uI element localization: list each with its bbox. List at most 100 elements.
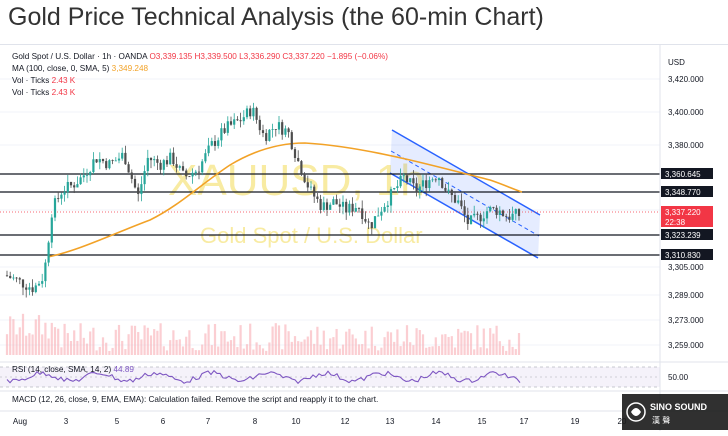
channel-mid-line[interactable] [390,150,540,237]
legend-ma-value: 3,349.248 [111,64,149,73]
volume-bar [217,346,220,355]
volume-bar [444,334,447,355]
volume-bar [252,349,255,355]
volume-bar [412,345,415,355]
volume-bar [156,330,159,355]
volume-bar [303,339,306,355]
volume-bar [453,347,457,355]
candle-body [178,166,181,168]
legend-symbol-row[interactable]: Gold Spot / U.S. Dollar · 1h · OANDA O3,… [12,51,388,63]
candle-body [255,107,258,120]
legend-vol1-row[interactable]: Vol · Ticks 2.43 K [12,75,388,87]
candle-body [73,185,76,188]
volume-bar [124,349,127,355]
candle-body [220,128,223,141]
volume-bar [405,325,409,355]
candle-body [233,119,236,125]
volume-bar [370,326,373,355]
candle-body [297,157,300,162]
candle-body [25,287,28,290]
legend-ma-row[interactable]: MA (100, close, 0, SMA, 5) 3,349.248 [12,63,388,75]
candle-body [450,189,453,196]
volume-bar [281,349,284,355]
candle-body [412,178,415,184]
volume-bar [79,323,82,355]
channel-upper-line[interactable] [391,129,541,216]
watermark-ticker: XAUUSD, 1h [168,156,425,205]
price-tag-box [661,229,713,240]
candle-body [309,186,313,188]
time-tick-label: 14 [432,417,441,426]
legend-vol2-row[interactable]: Vol · Ticks 2.43 K [12,87,388,99]
channel-lower-line[interactable] [389,172,539,259]
volume-bar [415,328,418,355]
volume-bar [21,313,25,355]
candle-body [415,183,418,192]
volume-bar [492,333,495,355]
volume-bar [5,334,9,355]
volume-bar [210,345,213,355]
chart-area[interactable]: XAUUSD, 1h Gold Spot / U.S. Dollar USD [0,44,728,431]
candle-body [114,160,117,162]
volume-bar [73,330,76,355]
candle-body [316,196,319,199]
volume-bar [181,346,185,355]
candlesticks[interactable] [5,102,521,298]
volume-bar [69,340,73,355]
time-tick-label: 12 [341,417,350,426]
candle-body [236,119,239,121]
volume-bar [450,336,453,355]
price-axis-currency: USD [668,58,685,67]
price-chart[interactable]: XAUUSD, 1h Gold Spot / U.S. Dollar USD [0,45,728,431]
candle-body [325,202,329,210]
volume-bar [15,334,18,355]
macd-error-note: MACD (12, 26, close, 9, EMA, EMA): Calcu… [12,395,379,404]
candle-body [108,160,111,169]
candle-body [121,152,124,159]
time-tick-label: 17 [520,417,529,426]
candle-body [159,162,162,170]
volume-bar [37,315,41,355]
page-title: Gold Price Technical Analysis (the 60-mi… [8,3,544,31]
volume-bar [165,350,169,355]
candle-body [434,179,437,181]
candle-body [57,198,60,199]
rsi-axis-label: 50.00 [668,373,689,382]
candle-body [463,206,466,215]
candle-body [185,170,188,177]
volume-bar [133,325,137,355]
legend-vol1-label: Vol · Ticks [12,76,50,85]
volume-bar [101,337,105,355]
volume-bar [473,349,476,355]
candle-body [92,159,95,173]
volume-bar [460,332,463,355]
candle-body [271,129,274,130]
candle-body [181,166,185,171]
price-tick-label: 3,273.000 [668,316,704,325]
volume-bar [325,349,329,355]
candle-body [313,186,316,197]
legend-ma-label: MA (100, close, 0, SMA, 5) [12,64,110,73]
time-tick-label: 8 [253,417,258,426]
volume-bar [229,340,233,355]
volume-bar [479,347,482,355]
candle-body [258,119,261,131]
volume-bar [293,336,297,355]
candle-body [50,217,53,243]
volume-bar [172,330,175,355]
candle-body [31,287,34,293]
candle-body [319,198,322,210]
candle-body [329,204,332,210]
volume-bar [175,339,178,355]
price-tick-label: 3,259.000 [668,341,704,350]
volume-bar [28,333,31,355]
candle-body [332,199,335,205]
ma-100-line[interactable] [47,142,523,258]
candle-body [9,275,12,279]
rsi-line[interactable] [6,369,521,385]
volume-bar [44,322,47,355]
volume-bar [514,349,517,355]
volume-bar [367,348,370,355]
volume-bar [511,346,514,355]
rsi-legend[interactable]: RSI (14, close, SMA, 14, 2) 44.89 [12,365,134,374]
